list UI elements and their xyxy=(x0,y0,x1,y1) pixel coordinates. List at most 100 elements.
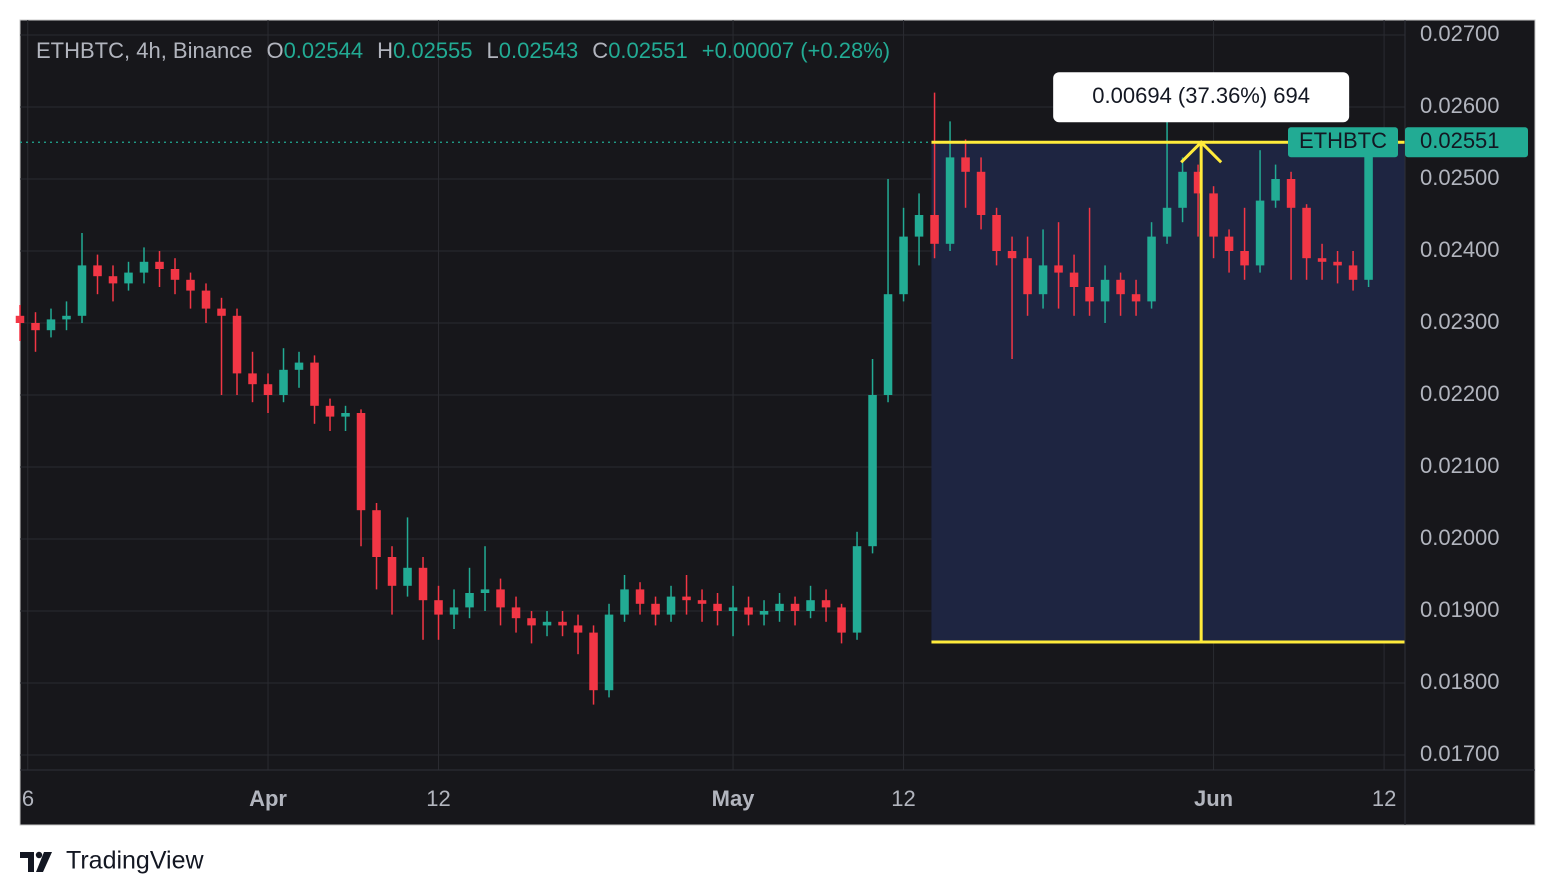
candle-body xyxy=(387,557,397,586)
candle-body xyxy=(1193,171,1203,194)
y-tick-label: 0.01900 xyxy=(1420,597,1500,622)
candle-body xyxy=(728,607,738,612)
candle-body xyxy=(170,268,180,280)
candle-body xyxy=(1240,250,1249,266)
x-tick-label: 12 xyxy=(1372,786,1396,811)
candle-body xyxy=(186,279,195,291)
change-value: +0.00007 (+0.28%) xyxy=(702,38,890,63)
candle-body xyxy=(992,214,1001,251)
candle-body xyxy=(263,384,273,395)
candle-body xyxy=(1271,178,1280,201)
candle-body xyxy=(604,614,614,691)
candle-body xyxy=(217,308,226,316)
price-tag xyxy=(1405,127,1528,158)
candle-body xyxy=(666,596,676,615)
candle-body xyxy=(1255,200,1265,266)
candle-body xyxy=(697,600,707,604)
candle-body xyxy=(945,157,955,244)
symbol-line: ETHBTC, 4h, Binance xyxy=(36,38,252,63)
candle-body xyxy=(496,589,505,608)
candle-body xyxy=(1317,258,1327,262)
candle-body xyxy=(418,567,428,601)
candle-body xyxy=(635,589,645,604)
candle-body xyxy=(883,294,893,395)
close-value: 0.02551 xyxy=(608,38,688,63)
candle-body xyxy=(403,567,412,586)
candle-body xyxy=(201,290,211,309)
y-tick-label: 0.02700 xyxy=(1420,21,1500,46)
candle-body xyxy=(77,265,87,316)
candle-body xyxy=(775,603,784,612)
candle-body xyxy=(1054,265,1063,273)
candle-body xyxy=(852,546,862,633)
candle-body xyxy=(1302,207,1311,259)
candle-body xyxy=(682,596,691,601)
x-tick-label: Jun xyxy=(1194,786,1233,811)
candle-body xyxy=(914,214,924,237)
o-label: O xyxy=(266,38,283,63)
candle-body xyxy=(356,413,366,511)
y-tick-label: 0.02100 xyxy=(1420,453,1500,478)
price-tag-label: 0.02551 xyxy=(1420,128,1500,153)
legend-line: ETHBTC, 4h, Binance O0.02544 H0.02555 L0.02… xyxy=(36,38,890,63)
candle-body xyxy=(1147,236,1156,302)
y-tick-label: 0.02300 xyxy=(1420,309,1500,334)
candle-body xyxy=(279,369,288,395)
candle-body xyxy=(1100,279,1110,302)
candle-body xyxy=(1209,193,1218,237)
candle-body xyxy=(573,625,583,633)
l-label: L xyxy=(487,38,499,63)
y-tick-label: 0.02000 xyxy=(1420,525,1500,550)
candle-body xyxy=(1333,261,1342,266)
candle-body xyxy=(155,261,164,269)
candle-body xyxy=(868,395,877,547)
candle-body xyxy=(806,600,815,612)
candle-body xyxy=(341,413,350,417)
candle-body xyxy=(1178,171,1187,208)
candle-body xyxy=(744,607,753,615)
candle-body xyxy=(1085,286,1094,302)
candle-body xyxy=(1286,178,1296,208)
open-value: 0.02544 xyxy=(284,38,364,63)
candle-body xyxy=(31,322,40,331)
candle-body xyxy=(1116,279,1125,295)
candle-body xyxy=(232,315,242,374)
candle-body xyxy=(1023,258,1032,295)
x-tick-label: 12 xyxy=(891,786,915,811)
candle-body xyxy=(961,157,970,172)
candle-body xyxy=(108,276,118,284)
candle-body xyxy=(713,603,722,612)
high-value: 0.02555 xyxy=(393,38,473,63)
candle-body xyxy=(527,618,536,626)
candle-body xyxy=(449,607,459,615)
candle-body xyxy=(124,272,133,284)
x-tick-label: 12 xyxy=(426,786,450,811)
y-tick-label: 0.01700 xyxy=(1420,741,1500,766)
brand-logo xyxy=(20,851,52,872)
candle-body xyxy=(899,236,908,295)
symbol-tag xyxy=(1288,127,1398,158)
candle-body xyxy=(480,589,490,594)
y-tick-label: 0.02200 xyxy=(1420,381,1500,406)
candle-body xyxy=(62,315,71,320)
candle-body xyxy=(1162,207,1172,237)
measure-arrowhead xyxy=(1180,140,1223,164)
h-label: H xyxy=(377,38,393,63)
x-tick-label: 6 xyxy=(22,786,34,811)
low-value: 0.02543 xyxy=(499,38,579,63)
candle-body xyxy=(310,362,319,406)
candle-body xyxy=(821,600,831,608)
candle-body xyxy=(542,621,552,626)
brand-name: TradingView xyxy=(66,847,205,875)
candle-body xyxy=(465,593,474,608)
candle-body xyxy=(372,510,381,558)
candle-body xyxy=(1069,272,1079,287)
y-tick-label: 0.01800 xyxy=(1420,669,1500,694)
candle-body xyxy=(1038,265,1048,295)
candle-body xyxy=(790,603,800,612)
candle-body xyxy=(294,362,304,370)
candle-body xyxy=(759,611,769,615)
c-label: C xyxy=(592,38,608,63)
